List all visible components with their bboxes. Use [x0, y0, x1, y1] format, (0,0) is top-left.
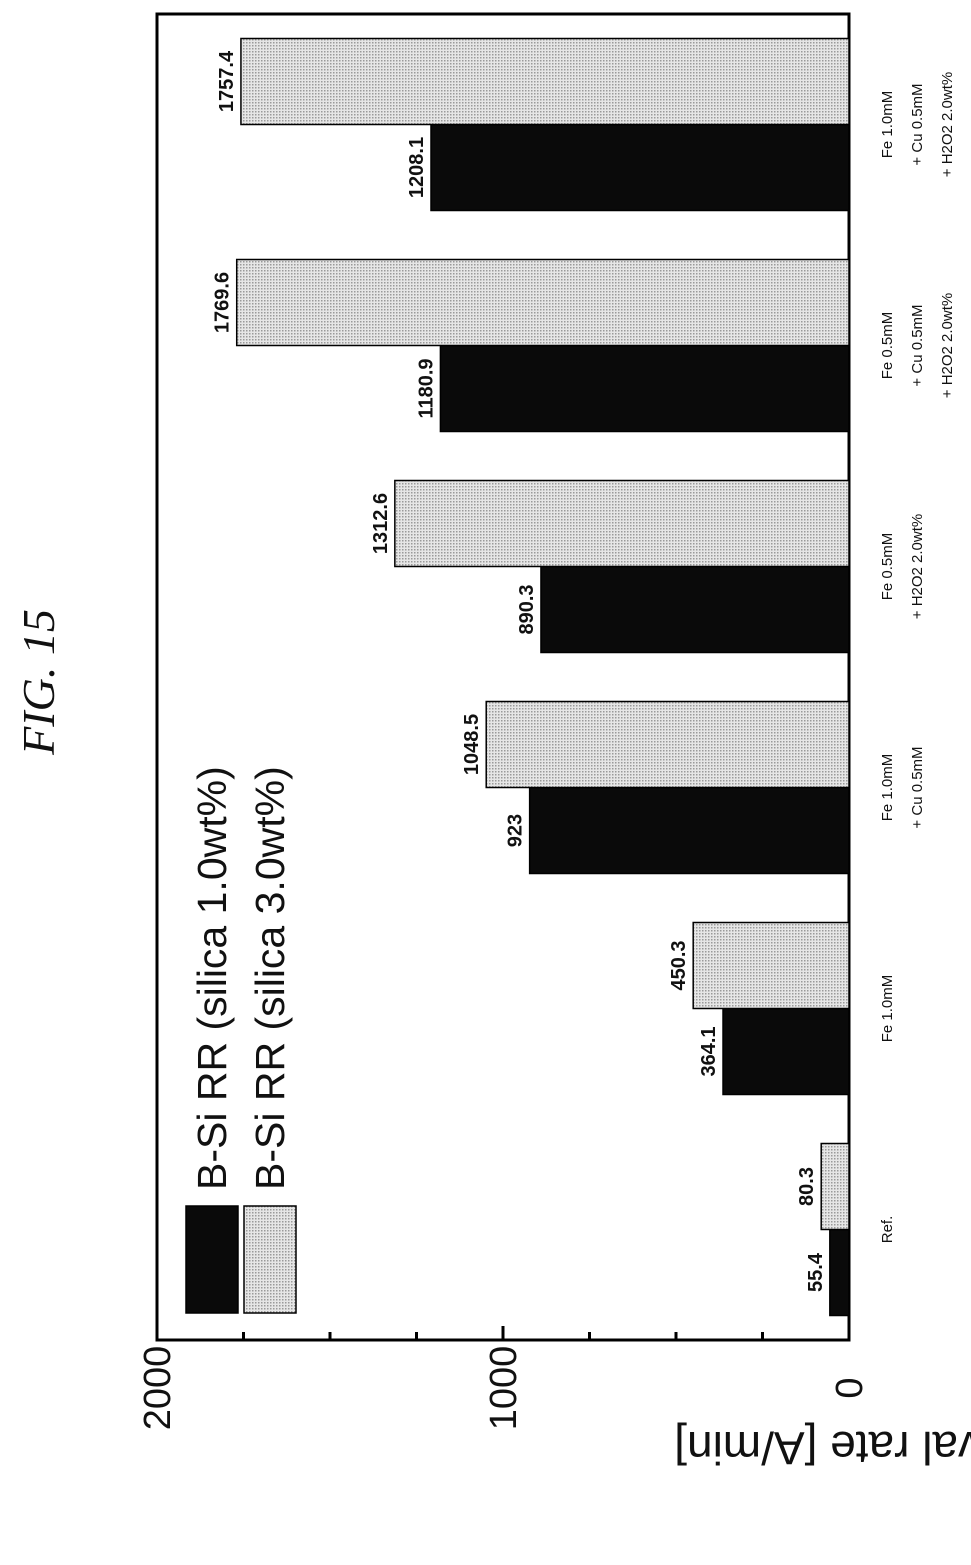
y-tick-label: 0 — [829, 1377, 871, 1398]
category-label: Fe 1.0mM — [879, 754, 896, 822]
bar-value-label: 1769.6 — [212, 272, 234, 333]
bar-silica-1wt — [723, 1009, 849, 1095]
bar-value-label: 1048.5 — [461, 714, 483, 775]
category-label: Fe 0.5mM — [879, 533, 896, 601]
bar-value-label: 1312.6 — [370, 493, 392, 554]
category-label: Fe 1.0mM — [879, 975, 896, 1043]
bar-silica-3wt — [237, 260, 849, 346]
bar-silica-3wt — [395, 481, 849, 567]
legend-label: B-Si RR (silica 1.0wt%) — [189, 766, 235, 1190]
bar-value-label: 450.3 — [668, 940, 690, 990]
category-label: + Cu 0.5mM — [909, 83, 926, 165]
bar-silica-1wt — [440, 346, 849, 432]
y-axis-label-group: Removal rate [A/min] — [674, 1422, 971, 1474]
bar-value-label: 1180.9 — [415, 358, 437, 418]
legend-label: B-Si RR (silica 3.0wt%) — [247, 766, 293, 1190]
bar-silica-1wt — [541, 567, 849, 653]
category-label: Fe 1.0mM — [879, 91, 896, 159]
bar-silica-1wt — [830, 1230, 849, 1316]
bar-value-label: 80.3 — [796, 1167, 818, 1206]
category-label: + H2O2 2.0wt% — [939, 72, 956, 177]
y-tick-label: 2000 — [137, 1346, 179, 1431]
figure-title: FIG. 15 — [13, 609, 64, 756]
y-axis-label: Removal rate [A/min] — [674, 1422, 971, 1474]
bar-silica-1wt — [530, 788, 849, 874]
bar-silica-3wt — [693, 923, 849, 1009]
bar-value-label: 1208.1 — [406, 137, 428, 198]
bar-value-label: 55.4 — [805, 1252, 827, 1292]
legend: B-Si RR (silica 1.0wt%) B-Si RR (silica 3… — [186, 766, 296, 1313]
bar-value-label: 923 — [505, 814, 527, 847]
category-label: + Cu 0.5mM — [909, 746, 926, 828]
bar-silica-3wt — [241, 39, 849, 125]
bar-silica-3wt — [486, 702, 849, 788]
category-label: + H2O2 2.0wt% — [939, 293, 956, 398]
category-label: + H2O2 2.0wt% — [909, 514, 926, 619]
bar-value-label: 1757.4 — [216, 50, 238, 112]
y-tick-label: 1000 — [483, 1346, 525, 1431]
legend-swatch-3wt — [244, 1206, 296, 1313]
category-label: + Cu 0.5mM — [909, 304, 926, 386]
bar-silica-1wt — [431, 125, 849, 211]
bar-value-label: 364.1 — [698, 1026, 720, 1076]
legend-swatch-1wt — [186, 1206, 238, 1313]
bar-silica-3wt — [821, 1144, 849, 1230]
category-label: Ref. — [879, 1216, 896, 1244]
bar-value-label: 890.3 — [516, 584, 538, 634]
category-label: Fe 0.5mM — [879, 312, 896, 380]
